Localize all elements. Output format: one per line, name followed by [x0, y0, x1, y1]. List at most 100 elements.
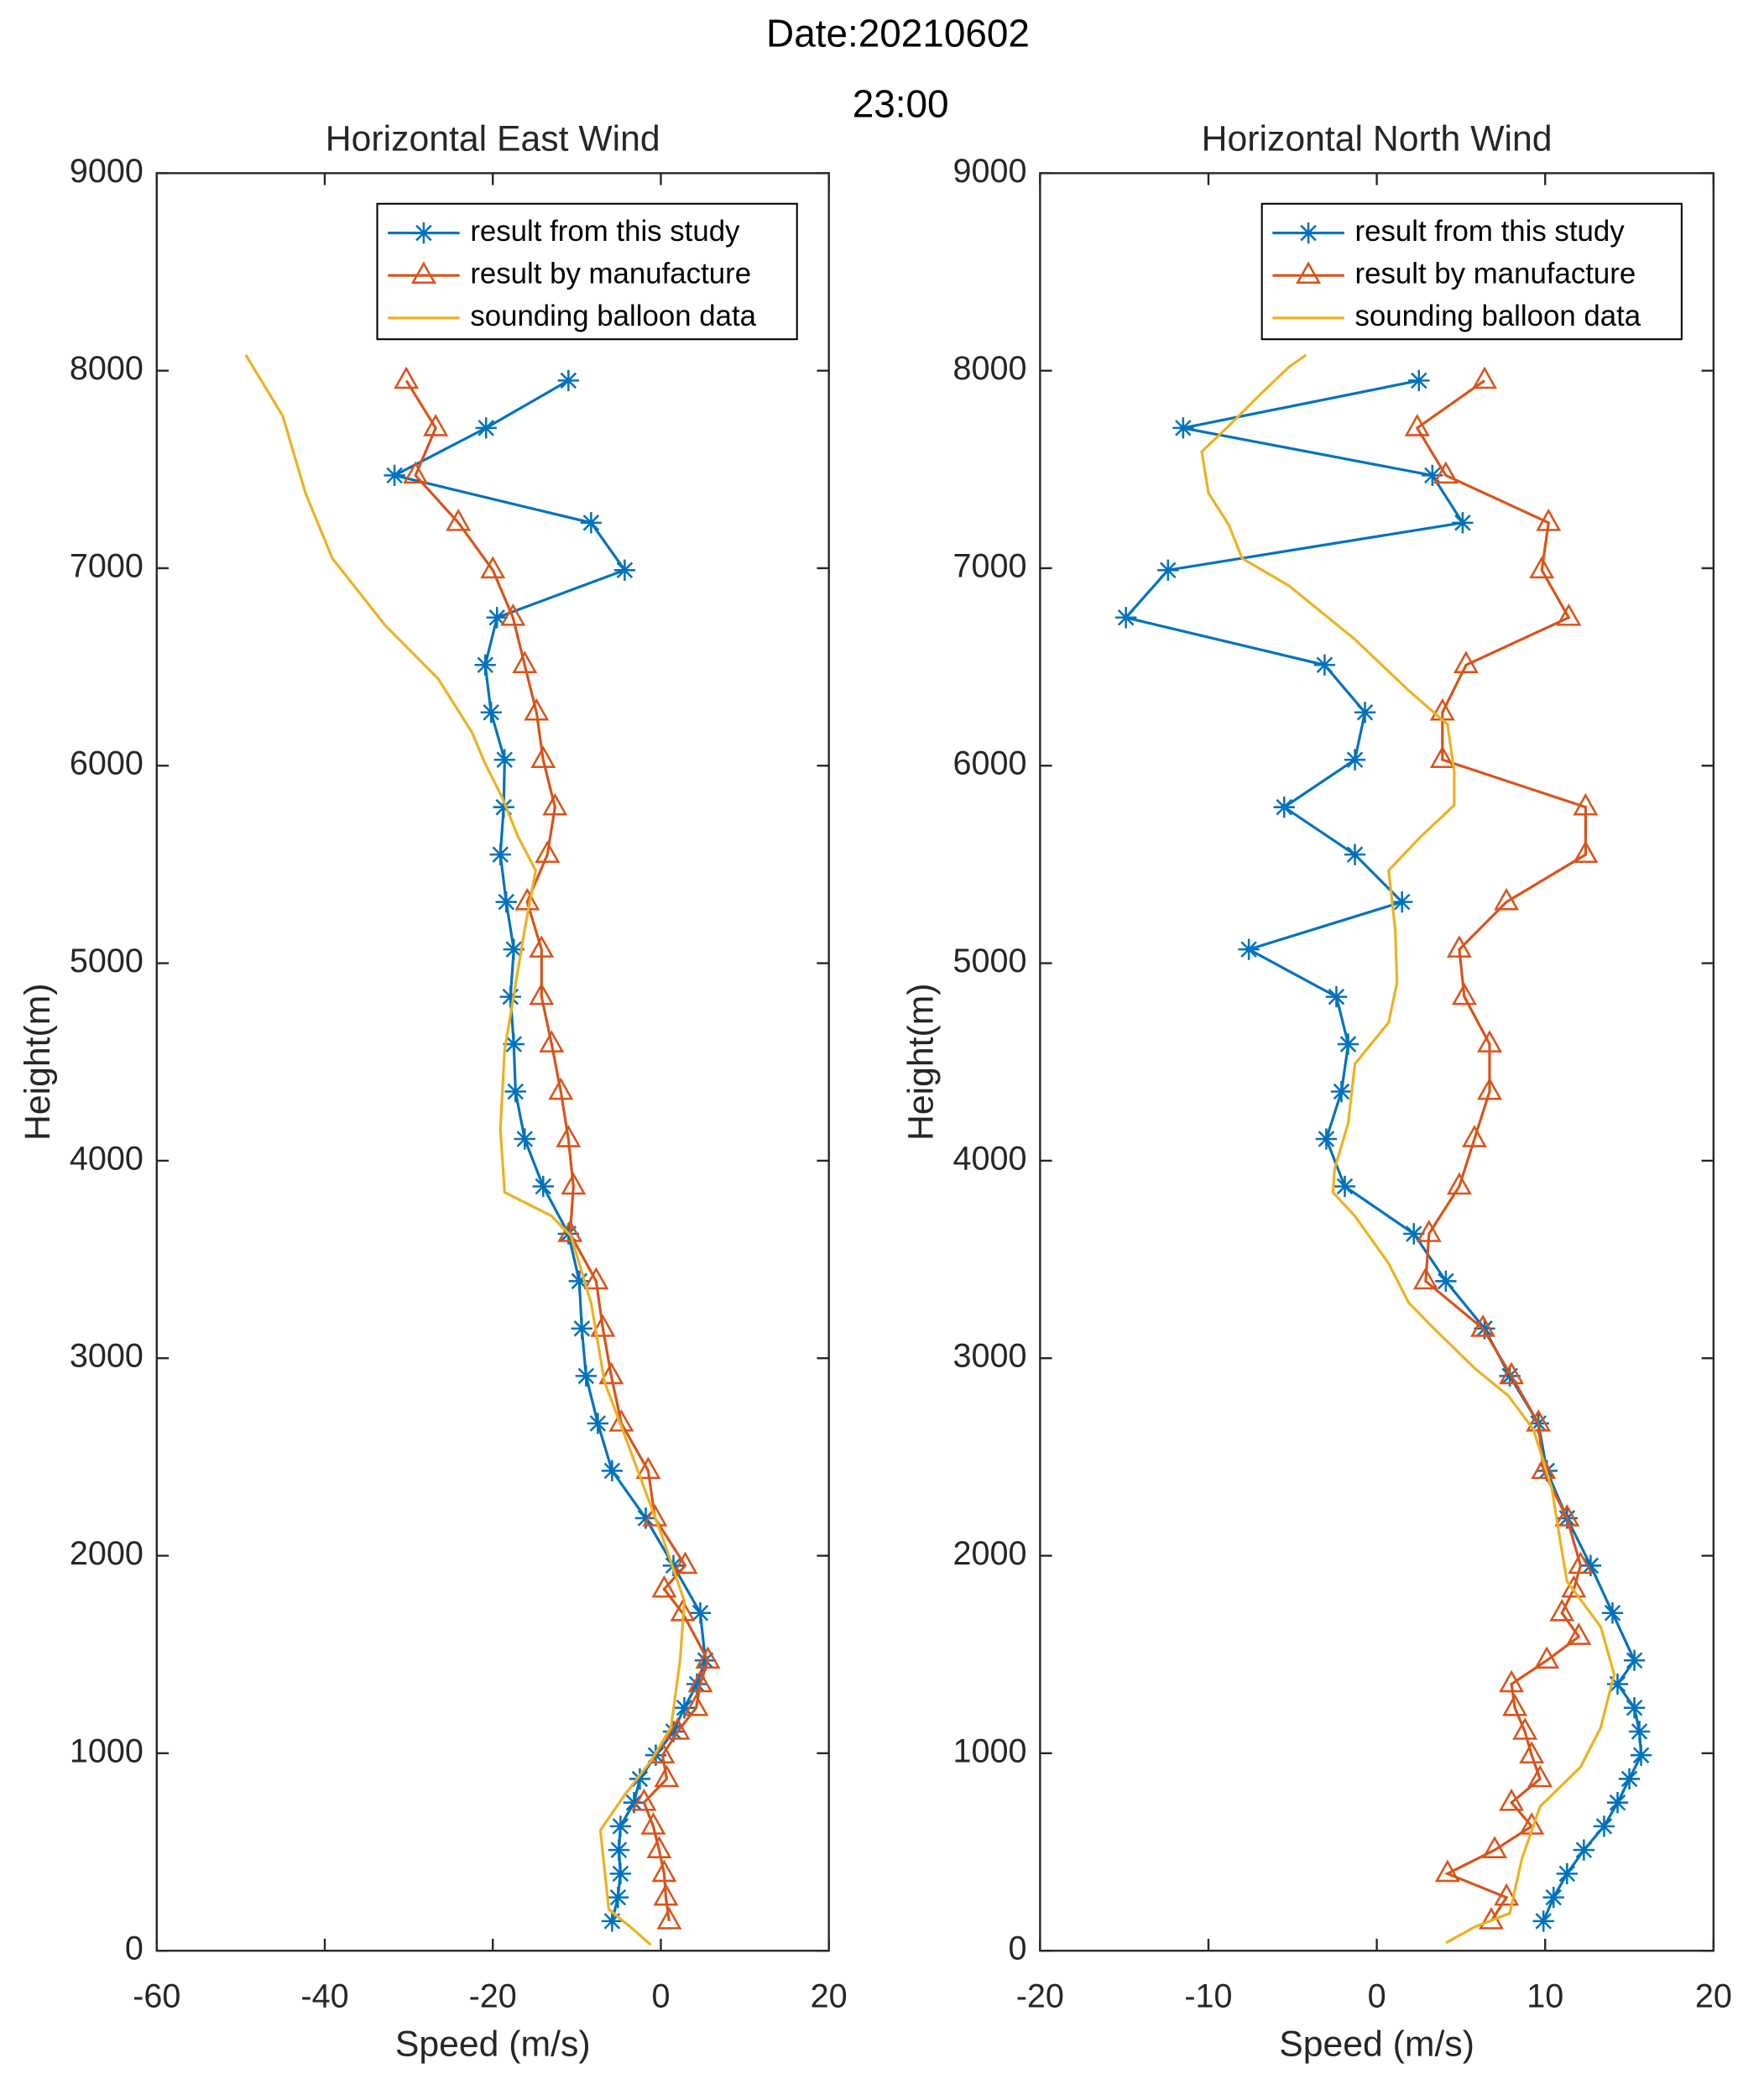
y-tick-label: 0	[1009, 1930, 1027, 1967]
triangle-marker	[1573, 840, 1599, 863]
y-tick-label: 5000	[953, 943, 1027, 979]
star-marker	[1333, 1175, 1356, 1198]
y-tick-label: 2000	[70, 1535, 144, 1572]
star-marker	[1452, 512, 1474, 534]
plot-area	[156, 173, 829, 1951]
triangle-marker	[654, 1764, 680, 1788]
triangle-marker	[1499, 1788, 1525, 1811]
triangle-marker	[583, 1267, 609, 1290]
star-marker	[475, 417, 497, 439]
star-marker	[609, 1815, 632, 1837]
x-tick-label: -20	[469, 1978, 517, 2015]
star-marker	[532, 1175, 554, 1198]
triangle-marker	[1499, 1669, 1525, 1693]
star-marker	[499, 985, 521, 1008]
star-marker	[689, 1602, 712, 1624]
star-marker	[587, 1413, 609, 1434]
triangle-marker	[1568, 1551, 1594, 1575]
triangle-marker	[500, 603, 526, 626]
star-marker	[493, 749, 515, 771]
legend-marker	[410, 261, 436, 285]
star-marker	[662, 1721, 685, 1742]
triangle-marker	[1512, 1717, 1538, 1740]
triangle-marker	[535, 840, 561, 863]
star-marker	[1337, 1033, 1360, 1055]
triangle-marker	[1429, 745, 1455, 769]
triangle-marker	[539, 1030, 565, 1053]
triangle-marker	[687, 1669, 713, 1693]
triangle-marker	[542, 792, 568, 816]
star-marker	[1606, 1673, 1629, 1695]
star-marker	[1344, 749, 1366, 771]
figure-subtitle: 23:00	[853, 81, 949, 125]
star-marker	[608, 1839, 630, 1861]
triangle-marker	[1526, 1409, 1552, 1432]
triangle-marker	[530, 745, 556, 769]
y-tick-label: 9000	[953, 153, 1027, 190]
star-marker	[1556, 1862, 1578, 1885]
x-tick-label: 0	[1368, 1978, 1386, 2015]
x-tick-label: -60	[133, 1978, 180, 2015]
star-marker	[1474, 1318, 1495, 1340]
triangle-marker	[1536, 509, 1562, 531]
legend-label: result by manufacture	[470, 257, 751, 290]
triangle-marker	[590, 1314, 616, 1337]
x-axis-label: Speed (m/s)	[1279, 2024, 1474, 2064]
triangle-marker	[656, 1907, 682, 1930]
triangle-marker	[1404, 414, 1430, 436]
x-tick-label: -40	[300, 1978, 348, 2015]
legend-label: result by manufacture	[1354, 257, 1636, 290]
star-marker	[601, 1460, 624, 1482]
legend-marker	[1296, 261, 1322, 285]
legend-label: sounding balloon data	[470, 300, 756, 332]
star-marker	[1593, 1815, 1615, 1837]
star-marker	[623, 1792, 645, 1814]
triangle-marker	[640, 1812, 666, 1835]
y-tick-label: 4000	[953, 1140, 1027, 1177]
y-tick-label: 7000	[953, 547, 1027, 584]
series-line	[1200, 353, 1616, 1945]
triangle-marker	[1527, 1764, 1553, 1788]
star-marker	[1618, 1768, 1641, 1790]
legend-label: result from this study	[470, 215, 740, 248]
y-axis-label: Height(m)	[900, 983, 941, 1141]
triangle-marker	[423, 414, 449, 436]
star-marker	[609, 1862, 632, 1885]
star-marker	[493, 797, 514, 818]
triangle-marker	[394, 366, 420, 389]
triangle-marker	[556, 1125, 582, 1147]
x-tick-label: -20	[1016, 1978, 1064, 2015]
triangle-marker	[446, 509, 472, 531]
star-marker	[1313, 654, 1336, 676]
star-marker	[1623, 1649, 1646, 1671]
star-marker	[503, 1033, 525, 1055]
star-marker	[1606, 1792, 1629, 1814]
star-marker	[1330, 1080, 1353, 1103]
x-axis-label: Speed (m/s)	[395, 2024, 591, 2064]
star-marker	[1157, 559, 1179, 581]
triangle-marker	[1470, 1314, 1495, 1337]
triangle-marker	[1494, 1883, 1520, 1906]
triangle-marker	[635, 1456, 661, 1480]
triangle-marker	[1446, 935, 1472, 958]
star-marker	[1499, 1365, 1521, 1387]
legend-label: sounding balloon data	[1354, 300, 1641, 332]
triangle-marker	[642, 1503, 668, 1527]
triangle-marker	[1531, 1456, 1557, 1480]
triangle-marker	[651, 1575, 677, 1598]
y-tick-label: 3000	[70, 1338, 144, 1375]
triangle-marker	[1461, 1125, 1487, 1147]
x-tick-label: 20	[1695, 1978, 1732, 2015]
triangle-marker	[683, 1693, 709, 1716]
triangle-marker	[529, 935, 555, 958]
y-tick-label: 2000	[953, 1535, 1027, 1572]
series-line	[404, 379, 710, 1922]
y-tick-label: 8000	[953, 350, 1027, 387]
star-marker	[1344, 844, 1366, 865]
star-marker	[1573, 1839, 1595, 1861]
star-marker	[557, 369, 579, 392]
star-marker	[514, 1128, 535, 1150]
y-tick-label: 9000	[70, 153, 144, 190]
y-tick-label: 1000	[953, 1732, 1027, 1769]
triangle-marker	[665, 1717, 691, 1740]
